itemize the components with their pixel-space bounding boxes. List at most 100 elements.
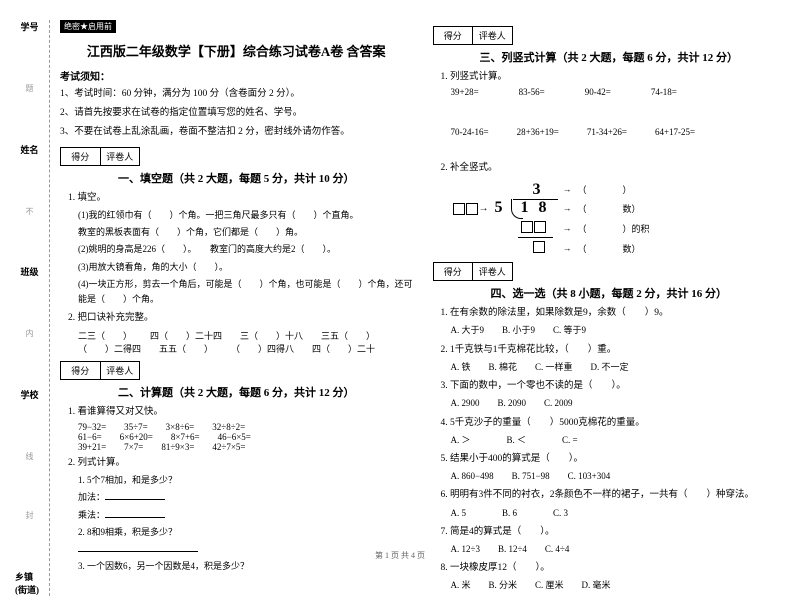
score-label: 得分 <box>434 27 474 44</box>
s1-q1-sub: 教室的黑板表面有（ ）个角，它们都是（ ）角。 <box>78 225 413 240</box>
cell: 三（ ）十八 <box>240 329 303 342</box>
instruction-1: 1、考试时间：60 分钟，满分为 100 分（含卷面分 2 分）。 <box>60 87 413 102</box>
binding-mark: 线 <box>24 452 35 460</box>
s1-q1-sub: (1)我的红领巾有（ ）个角。一把三角尺最多只有（ ）个直角。 <box>78 208 413 223</box>
right-column: 得分 评卷人 三、列竖式计算（共 2 大题，每题 6 分，共计 12 分） 1.… <box>433 20 786 596</box>
s2-q2-sub: 2. 8和9相乘，积是多少？ <box>78 525 413 540</box>
instructions-label: 考试须知： <box>60 68 413 83</box>
s4-options: A. ＞ B. ＜ C. = <box>451 433 786 448</box>
s2-row: 79−32= 35÷7= 3×8÷6= 32÷8÷2= <box>78 422 413 432</box>
s3-q1: 1. 列竖式计算。 <box>441 69 786 85</box>
arrow-icon: → <box>563 184 572 194</box>
binding-field-name: 姓名 <box>20 143 38 156</box>
binding-margin: 学号 题 姓名 不 班级 内 学校 线 封 乡镇(街道) <box>15 20 50 596</box>
s4-options: A. 5 B. 6 C. 3 <box>451 506 786 521</box>
binding-field-town: 乡镇(街道) <box>15 570 44 596</box>
arrow-icon: → <box>479 203 489 214</box>
score-box: 得分 评卷人 <box>433 262 513 281</box>
score-box: 得分 评卷人 <box>60 147 140 166</box>
grader-label: 评卷人 <box>473 263 512 280</box>
score-label: 得分 <box>61 148 101 165</box>
cell: （ ）四得八 <box>231 342 294 355</box>
cell: 79−32= <box>78 422 106 432</box>
instruction-3: 3、不要在试卷上乱涂乱画，卷面不整洁扣 2 分，密封线外请勿作答。 <box>60 125 413 140</box>
section-1-title: 一、填空题（共 2 大题，每题 5 分，共计 10 分） <box>60 170 413 186</box>
cell: 39+28= <box>451 87 479 97</box>
s2-q2-sub: 3. 一个因数6，另一个因数是4，积是多少？ <box>78 559 413 574</box>
cell: 二三（ ） <box>78 329 132 342</box>
left-boxes <box>453 203 478 215</box>
cell: 42÷7×5= <box>212 442 245 452</box>
arrow-icon: → <box>563 203 572 213</box>
section-4-title: 四、选一选（共 8 小题，每题 2 分，共计 16 分） <box>433 285 786 301</box>
arrow-icon: → <box>563 223 572 233</box>
blank-line[interactable] <box>105 499 165 500</box>
blank-line[interactable] <box>105 517 165 518</box>
grader-label: 评卷人 <box>101 362 140 379</box>
cell: 3×8÷6= <box>166 422 195 432</box>
s1-q1-sub: (2)姚明的身高是226（ ）。 教室门的高度大约是2（ ）。 <box>78 242 413 257</box>
label: 乘法： <box>78 510 105 520</box>
main-content: 绝密★启用前 江西版二年级数学【下册】综合练习试卷A卷 含答案 考试须知： 1、… <box>50 20 785 596</box>
cell: 74-18= <box>651 87 677 97</box>
s4-question: 2. 1千克铁与1千克棉花比较，（ ）重。 <box>441 342 786 358</box>
secret-tag: 绝密★启用前 <box>60 20 116 33</box>
instruction-2: 2、请首先按要求在试卷的指定位置填写您的姓名、学号。 <box>60 106 413 121</box>
s2-q2: 2. 列式计算。 <box>68 455 413 471</box>
arrow-icon: → <box>563 243 572 253</box>
binding-field-school: 学校 <box>20 388 38 401</box>
s3-row: 70-24-16= 28+36+19= 71-34+26= 64+17-25= <box>451 127 786 137</box>
s1-q1: 1. 填空。 <box>68 190 413 206</box>
cell: 三五（ ） <box>321 329 375 342</box>
s4-options: A. 2900 B. 2090 C. 2009 <box>451 396 786 411</box>
cell: 五五（ ） <box>159 342 213 355</box>
score-box: 得分 评卷人 <box>433 26 513 45</box>
cell: 70-24-16= <box>451 127 489 137</box>
s1-q2-row: 二三（ ） 四（ ）二十四 三（ ）十八 三五（ ） <box>78 329 413 342</box>
s4-question: 1. 在有余数的除法里，如果除数是9，余数（ ）9。 <box>441 305 786 321</box>
s1-q2: 2. 把口诀补充完整。 <box>68 310 413 326</box>
mid-boxes <box>521 221 546 233</box>
s2-q2-sub: 乘法： <box>78 508 413 523</box>
cell: 83-56= <box>519 87 545 97</box>
s1-q1-sub: (3)用放大镜看角，角的大小（ ）。 <box>78 260 413 275</box>
dividend: 1 8 <box>521 199 550 217</box>
s3-row: 39+28= 83-56= 90-42= 74-18= <box>451 87 786 97</box>
cell: 四（ ）二十 <box>312 342 375 355</box>
grader-label: 评卷人 <box>101 148 140 165</box>
s2-q2-sub: 加法： <box>78 490 413 505</box>
s2-row: 39+21= 7×7= 81÷9×3= 42÷7×5= <box>78 442 413 452</box>
grader-label: 评卷人 <box>473 27 512 44</box>
score-box: 得分 评卷人 <box>60 361 140 380</box>
s4-options: A. 铁 B. 棉花 C. 一样重 D. 不一定 <box>451 360 786 375</box>
left-column: 绝密★启用前 江西版二年级数学【下册】综合练习试卷A卷 含答案 考试须知： 1、… <box>60 20 413 596</box>
cell: 32÷8÷2= <box>212 422 245 432</box>
s4-question: 7. 简是4的算式是（ ）。 <box>441 524 786 540</box>
s4-options: A. 大于9 B. 小于9 C. 等于9 <box>451 323 786 338</box>
divisor: 5 <box>495 199 503 217</box>
section-2-title: 二、计算题（共 2 大题，每题 6 分，共计 12 分） <box>60 384 413 400</box>
s4-question: 5. 结果小于400的算式是（ ）。 <box>441 451 786 467</box>
section-3-title: 三、列竖式计算（共 2 大题，每题 6 分，共计 12 分） <box>433 49 786 65</box>
label: （ ） <box>578 183 632 196</box>
binding-field-xuehaو: 学号 <box>20 20 38 33</box>
s4-options: A. 米 B. 分米 C. 厘米 D. 毫米 <box>451 578 786 593</box>
cell: 四（ ）二十四 <box>150 329 222 342</box>
label: 加法： <box>78 492 105 502</box>
label: （ ）的积 <box>578 222 650 235</box>
sub-line <box>518 237 553 238</box>
s2-row: 61−6= 6×6+20= 8×7+6= 46−6×5= <box>78 432 413 442</box>
s4-question: 3. 下面的数中，一个零也不读的是（ ）。 <box>441 378 786 394</box>
s1-q2-row: （ ）二得四 五五（ ） （ ）四得八 四（ ）二十 <box>78 342 413 355</box>
page-footer: 第 1 页 共 4 页 <box>0 550 800 561</box>
cell: 8×7+6= <box>171 432 200 442</box>
s4-question: 6. 明明有3件不同的衬衣，2条颜色不一样的裙子，一共有（ ）种穿法。 <box>441 487 786 503</box>
s3-q2: 2. 补全竖式。 <box>441 160 786 176</box>
cell: 28+36+19= <box>517 127 559 137</box>
cell: （ ）二得四 <box>78 342 141 355</box>
division-diagram: 3 5 1 8 → → （ ） → （ 数） → （ ）的积 → （ 数） <box>473 181 786 256</box>
cell: 39+21= <box>78 442 106 452</box>
binding-mark: 题 <box>24 84 35 92</box>
cell: 46−6×5= <box>218 432 251 442</box>
binding-field-class: 班级 <box>20 265 38 278</box>
